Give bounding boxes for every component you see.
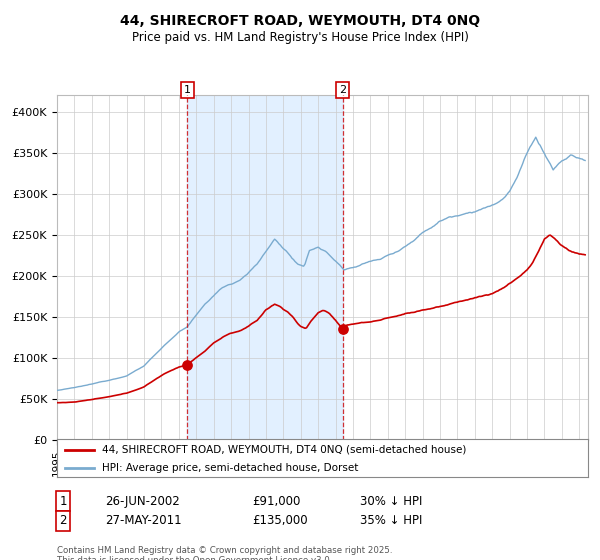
Text: Price paid vs. HM Land Registry's House Price Index (HPI): Price paid vs. HM Land Registry's House … — [131, 31, 469, 44]
Bar — [187, 95, 343, 440]
Text: 35% ↓ HPI: 35% ↓ HPI — [360, 514, 422, 528]
Text: 44, SHIRECROFT ROAD, WEYMOUTH, DT4 0NQ (semi-detached house): 44, SHIRECROFT ROAD, WEYMOUTH, DT4 0NQ (… — [102, 445, 467, 455]
Text: 2: 2 — [59, 514, 67, 528]
Text: 30% ↓ HPI: 30% ↓ HPI — [360, 494, 422, 508]
Text: 2: 2 — [339, 85, 346, 95]
Text: 1: 1 — [184, 85, 191, 95]
Text: 44, SHIRECROFT ROAD, WEYMOUTH, DT4 0NQ: 44, SHIRECROFT ROAD, WEYMOUTH, DT4 0NQ — [120, 14, 480, 28]
Text: 26-JUN-2002: 26-JUN-2002 — [105, 494, 180, 508]
Text: HPI: Average price, semi-detached house, Dorset: HPI: Average price, semi-detached house,… — [102, 463, 359, 473]
Text: 27-MAY-2011: 27-MAY-2011 — [105, 514, 182, 528]
Text: £135,000: £135,000 — [252, 514, 308, 528]
Text: Contains HM Land Registry data © Crown copyright and database right 2025.
This d: Contains HM Land Registry data © Crown c… — [57, 546, 392, 560]
Text: £91,000: £91,000 — [252, 494, 301, 508]
Point — [338, 324, 347, 333]
Point — [182, 361, 192, 370]
Text: 1: 1 — [59, 494, 67, 508]
